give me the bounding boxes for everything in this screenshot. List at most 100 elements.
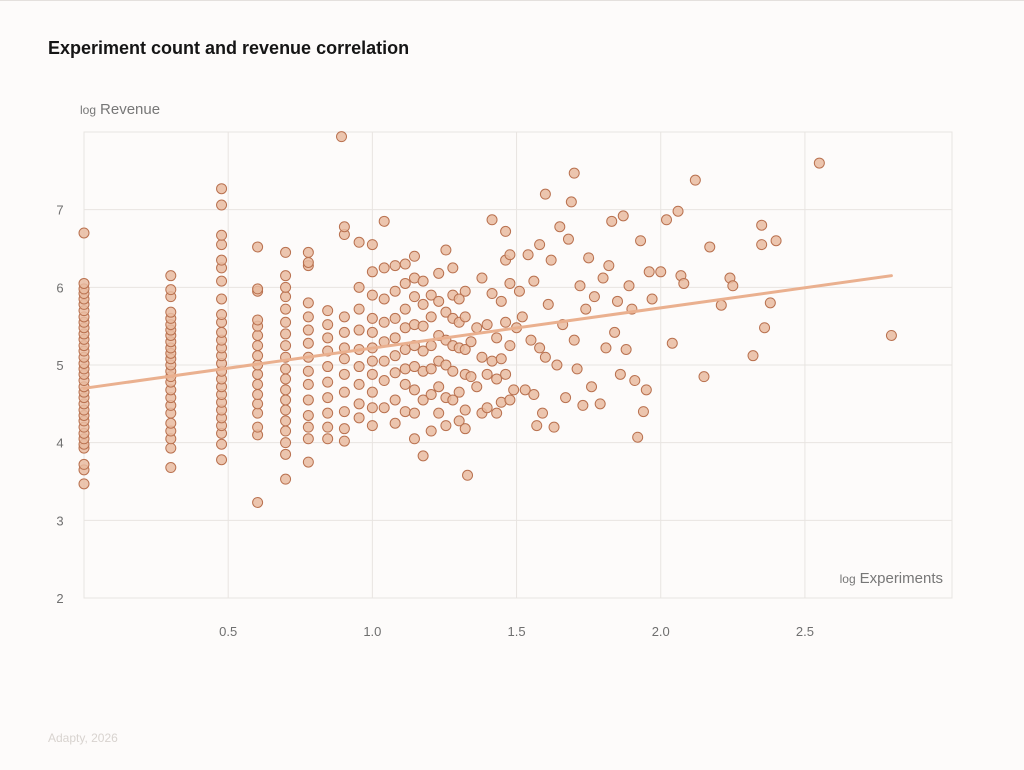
data-point [504, 249, 516, 261]
data-point [504, 340, 516, 352]
data-point [465, 336, 477, 348]
data-point [672, 205, 684, 217]
data-point [399, 343, 411, 355]
data-point [459, 423, 471, 435]
data-point [727, 280, 739, 292]
data-point [425, 340, 437, 352]
data-point [417, 450, 429, 462]
data-point [399, 322, 411, 334]
data-point [481, 319, 493, 331]
data-point [698, 371, 710, 383]
data-point [770, 235, 782, 247]
data-point [417, 320, 429, 332]
data-point [216, 229, 228, 241]
data-point [216, 293, 228, 305]
x-tick-label: 1.5 [508, 624, 526, 639]
data-point [513, 285, 525, 297]
data-point [632, 431, 644, 443]
data-point [353, 324, 365, 336]
data-point [322, 319, 334, 331]
data-point [216, 454, 228, 466]
data-point [629, 375, 641, 387]
data-point [491, 407, 503, 419]
data-point [539, 351, 551, 363]
data-point [545, 254, 557, 266]
data-point [481, 402, 493, 414]
data-point [302, 324, 314, 336]
data-point [594, 398, 606, 410]
data-point [609, 326, 621, 338]
x-tick-label: 2.0 [652, 624, 670, 639]
data-point [534, 239, 546, 251]
data-point [425, 311, 437, 323]
data-point [425, 389, 437, 401]
data-point [491, 373, 503, 385]
data-point [462, 469, 474, 481]
data-point [715, 299, 727, 311]
data-point [353, 378, 365, 390]
data-points [78, 131, 897, 508]
data-point [453, 386, 465, 398]
data-point [389, 260, 401, 272]
data-point [495, 295, 507, 307]
data-point [302, 394, 314, 406]
data-point [280, 270, 292, 282]
data-point [408, 407, 420, 419]
data-point [408, 250, 420, 262]
data-point [643, 266, 655, 278]
data-point [378, 355, 390, 367]
data-point [280, 291, 292, 303]
data-point [280, 437, 292, 449]
footer-credit: Adapty, 2026 [48, 731, 118, 745]
data-point [588, 291, 600, 303]
data-point [366, 402, 378, 414]
data-point [586, 381, 598, 393]
data-point [78, 277, 90, 289]
data-point [252, 283, 264, 295]
data-point [476, 351, 488, 363]
data-point [635, 235, 647, 247]
data-point [302, 456, 314, 468]
data-point [280, 448, 292, 460]
data-point [476, 272, 488, 284]
data-point [378, 262, 390, 274]
data-point [617, 210, 629, 222]
data-point [425, 363, 437, 375]
data-point [646, 293, 658, 305]
data-point [353, 412, 365, 424]
data-point [338, 368, 350, 380]
data-point [216, 254, 228, 266]
data-point [165, 284, 177, 296]
data-point [353, 236, 365, 248]
data-point [459, 343, 471, 355]
data-point [471, 381, 483, 393]
data-point [408, 291, 420, 303]
data-point [528, 389, 540, 401]
data-point [551, 359, 563, 371]
data-point [378, 293, 390, 305]
data-point [433, 295, 445, 307]
data-point [447, 394, 459, 406]
data-point [216, 199, 228, 211]
data-point [459, 285, 471, 297]
data-point [611, 295, 623, 307]
data-point [366, 326, 378, 338]
y-tick-label: 5 [56, 358, 63, 373]
data-point [389, 285, 401, 297]
data-point [252, 314, 264, 326]
data-point [302, 246, 314, 258]
data-point [280, 246, 292, 258]
top-divider [0, 0, 1024, 1]
data-point [165, 270, 177, 282]
data-point [486, 214, 498, 226]
data-point [216, 183, 228, 195]
data-point [280, 281, 292, 293]
data-point [280, 425, 292, 437]
y-tick-label: 7 [56, 203, 63, 218]
data-point [440, 420, 452, 432]
data-point [459, 311, 471, 323]
data-point [165, 417, 177, 429]
data-point [353, 398, 365, 410]
data-point [597, 272, 609, 284]
